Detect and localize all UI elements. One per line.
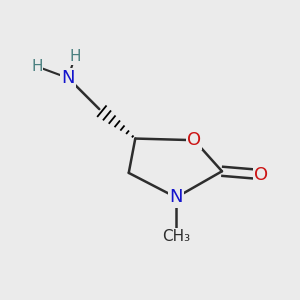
Text: CH₃: CH₃ [162, 229, 190, 244]
Text: H: H [69, 49, 80, 64]
Text: N: N [61, 69, 75, 87]
Text: O: O [254, 166, 268, 184]
Text: O: O [187, 131, 201, 149]
Text: H: H [32, 59, 43, 74]
Text: N: N [169, 188, 183, 206]
